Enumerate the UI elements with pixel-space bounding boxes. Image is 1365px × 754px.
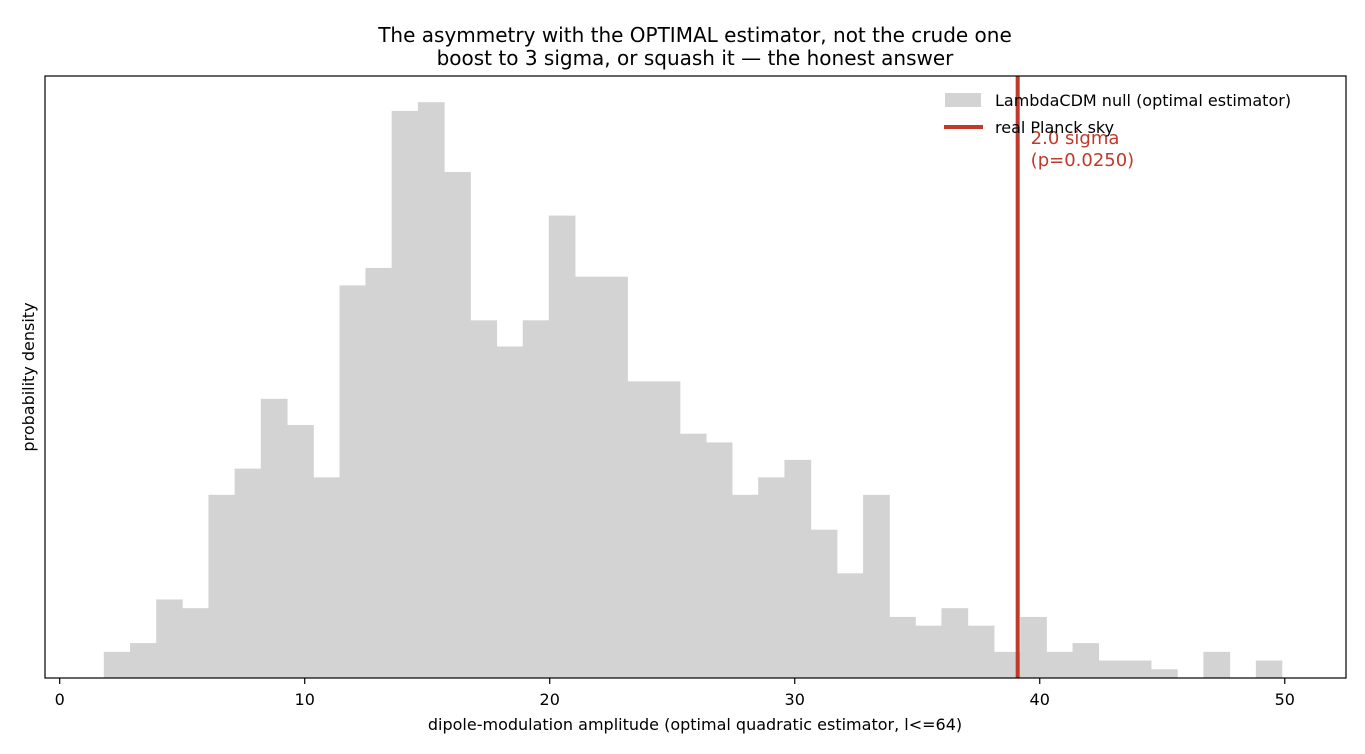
histogram-bar bbox=[156, 599, 183, 678]
histogram-bar bbox=[522, 320, 550, 678]
sigma-annotation: 2.0 sigma bbox=[1031, 128, 1120, 149]
histogram-bar bbox=[732, 494, 759, 678]
histogram-bar bbox=[496, 346, 524, 678]
histogram-bar bbox=[1020, 616, 1047, 678]
x-tick-label: 10 bbox=[295, 690, 315, 709]
x-tick-label: 20 bbox=[540, 690, 560, 709]
histogram-bar bbox=[1203, 651, 1231, 678]
histogram-bar bbox=[391, 110, 419, 678]
histogram-bar bbox=[260, 398, 288, 678]
histogram-bar bbox=[313, 477, 341, 678]
histogram-bar bbox=[627, 381, 655, 678]
histogram-bar bbox=[836, 573, 864, 678]
x-axis-label: dipole-modulation amplitude (optimal qua… bbox=[428, 715, 962, 734]
histogram-bar bbox=[444, 171, 471, 678]
legend-label-null: LambdaCDM null (optimal estimator) bbox=[995, 91, 1291, 110]
histogram-bar bbox=[706, 442, 733, 678]
histogram-bar bbox=[1098, 660, 1126, 678]
x-tick-label: 0 bbox=[55, 690, 65, 709]
histogram-bar bbox=[1255, 660, 1283, 678]
x-tick-label: 50 bbox=[1275, 690, 1295, 709]
histogram-bar bbox=[679, 433, 707, 678]
histogram-bar bbox=[130, 643, 157, 678]
histogram-bar bbox=[1150, 669, 1178, 678]
histogram-bar bbox=[1072, 643, 1100, 678]
histogram-bar bbox=[1046, 651, 1074, 678]
chart-title: The asymmetry with the OPTIMAL estimator… bbox=[377, 23, 1012, 47]
histogram-bar bbox=[365, 267, 393, 678]
histogram-bar bbox=[548, 215, 576, 678]
x-tick-label: 40 bbox=[1030, 690, 1050, 709]
histogram-bars bbox=[103, 102, 1283, 679]
x-axis-ticks: 0 10 20 30 40 50 bbox=[55, 678, 1295, 709]
histogram-bar bbox=[182, 608, 209, 678]
histogram-bar bbox=[810, 529, 838, 678]
plot-frame bbox=[44, 75, 1347, 679]
x-tick-label: 30 bbox=[785, 690, 805, 709]
reference-line-group: 2.0 sigma(p=0.0250) bbox=[1015, 76, 1135, 678]
histogram-bar bbox=[915, 625, 942, 678]
legend: LambdaCDM null (optimal estimator) real … bbox=[944, 91, 1291, 137]
histogram-bar bbox=[208, 494, 236, 678]
histogram-bar bbox=[103, 651, 131, 678]
histogram-bar bbox=[339, 285, 366, 678]
histogram-bar bbox=[941, 608, 969, 678]
histogram-bar bbox=[574, 276, 602, 678]
legend-patch-null bbox=[945, 93, 981, 107]
legend-label-planck: real Planck sky bbox=[995, 118, 1114, 137]
histogram-bar bbox=[758, 477, 785, 678]
histogram-bar bbox=[287, 424, 314, 678]
histogram-bar bbox=[601, 276, 628, 678]
histogram-bar bbox=[784, 459, 812, 678]
histogram-bar bbox=[967, 625, 995, 678]
p-value-annotation: (p=0.0250) bbox=[1031, 150, 1135, 171]
histogram-bar bbox=[889, 616, 916, 678]
y-axis-label: probability density bbox=[19, 302, 38, 451]
chart-subtitle: boost to 3 sigma, or squash it — the hon… bbox=[437, 46, 955, 70]
histogram-bar bbox=[470, 320, 498, 678]
histogram-bar bbox=[863, 494, 890, 678]
histogram-bar bbox=[653, 381, 681, 678]
histogram-bar bbox=[417, 102, 445, 679]
histogram-bar bbox=[234, 468, 262, 678]
histogram-bar bbox=[1124, 660, 1152, 678]
